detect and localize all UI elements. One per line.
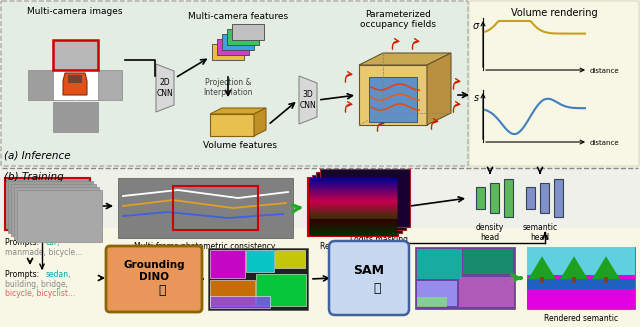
Text: Rendered depths: Rendered depths xyxy=(320,242,386,251)
Polygon shape xyxy=(156,64,174,112)
Bar xyxy=(53,70,98,100)
Bar xyxy=(210,296,270,308)
Bar xyxy=(210,114,254,136)
Text: bicycle, bicyclist...: bicycle, bicyclist... xyxy=(5,289,75,298)
Bar xyxy=(256,274,306,306)
Bar xyxy=(504,179,513,217)
Bar xyxy=(173,186,258,230)
Text: SAM: SAM xyxy=(353,264,385,277)
Bar xyxy=(320,169,410,227)
Bar xyxy=(490,183,499,213)
Polygon shape xyxy=(254,108,266,136)
Bar xyxy=(210,250,245,278)
Polygon shape xyxy=(560,256,588,279)
Polygon shape xyxy=(210,108,266,114)
Text: s: s xyxy=(474,93,479,103)
Bar xyxy=(8,181,93,233)
Text: Multi-frame photometric consistency: Multi-frame photometric consistency xyxy=(134,242,276,251)
Bar xyxy=(540,183,549,213)
Bar xyxy=(527,287,635,309)
Bar xyxy=(5,178,90,230)
Bar xyxy=(53,40,98,70)
FancyBboxPatch shape xyxy=(106,246,202,312)
Text: Volume features: Volume features xyxy=(203,141,277,150)
Bar xyxy=(526,187,535,209)
Text: semantic
head: semantic head xyxy=(522,223,557,242)
Bar xyxy=(210,280,255,306)
Text: (a) Inference: (a) Inference xyxy=(4,151,70,161)
FancyBboxPatch shape xyxy=(212,44,244,60)
Bar xyxy=(68,75,82,83)
Text: 2D
CNN: 2D CNN xyxy=(157,78,173,98)
Bar xyxy=(53,102,98,132)
Bar xyxy=(275,250,305,268)
Bar xyxy=(208,248,308,310)
Polygon shape xyxy=(63,73,87,95)
Bar xyxy=(77,70,122,100)
Text: density
head: density head xyxy=(476,223,504,242)
Bar xyxy=(369,77,417,122)
Text: Multi-camera images: Multi-camera images xyxy=(28,7,123,16)
Bar xyxy=(463,249,513,274)
Polygon shape xyxy=(299,76,317,124)
Bar xyxy=(11,184,96,236)
Bar xyxy=(604,277,608,283)
Bar xyxy=(246,250,274,272)
FancyBboxPatch shape xyxy=(217,39,249,55)
Bar xyxy=(14,187,99,239)
Text: car,: car, xyxy=(46,238,61,247)
Text: Volume rendering: Volume rendering xyxy=(511,8,597,18)
Bar xyxy=(312,175,402,233)
Text: Prompts:: Prompts: xyxy=(5,270,42,279)
Bar xyxy=(308,178,398,236)
Bar xyxy=(417,281,457,306)
Text: Multi-camera features: Multi-camera features xyxy=(188,12,288,21)
Bar xyxy=(0,228,640,327)
Text: 🔒: 🔒 xyxy=(158,284,166,298)
FancyBboxPatch shape xyxy=(1,1,468,166)
Polygon shape xyxy=(592,256,620,279)
Bar xyxy=(417,249,462,279)
Bar xyxy=(316,172,406,230)
Text: Grounding
DINO: Grounding DINO xyxy=(123,260,185,282)
Bar xyxy=(28,70,73,100)
FancyBboxPatch shape xyxy=(329,241,409,315)
Text: building, bridge,: building, bridge, xyxy=(5,280,68,289)
Text: Rendered semantic: Rendered semantic xyxy=(544,314,618,323)
Polygon shape xyxy=(359,53,451,65)
Bar xyxy=(476,187,485,209)
Bar xyxy=(527,247,635,309)
FancyBboxPatch shape xyxy=(232,24,264,40)
Text: distance: distance xyxy=(590,140,620,146)
Bar xyxy=(572,277,576,283)
Bar xyxy=(554,179,563,217)
Text: 🔒: 🔒 xyxy=(373,282,381,295)
FancyBboxPatch shape xyxy=(469,1,639,166)
Polygon shape xyxy=(528,256,556,279)
Text: sedan,: sedan, xyxy=(46,270,72,279)
Bar xyxy=(118,178,293,238)
Bar xyxy=(527,247,635,275)
Bar xyxy=(17,190,102,242)
Polygon shape xyxy=(427,53,451,125)
Bar xyxy=(540,277,544,283)
Text: (b) Training: (b) Training xyxy=(4,172,64,182)
Text: σ: σ xyxy=(473,21,479,31)
FancyBboxPatch shape xyxy=(227,29,259,45)
Bar xyxy=(417,297,447,307)
Bar xyxy=(53,40,98,70)
Text: Parameterized
occupancy fields: Parameterized occupancy fields xyxy=(360,10,436,29)
FancyBboxPatch shape xyxy=(222,34,254,50)
Text: Projection &
Interpolation: Projection & Interpolation xyxy=(204,78,253,97)
Text: manmade, bicycle...: manmade, bicycle... xyxy=(5,248,83,257)
Text: Logits masking: Logits masking xyxy=(350,235,408,244)
Bar xyxy=(415,247,515,309)
Bar xyxy=(527,279,635,289)
Text: distance: distance xyxy=(590,68,620,74)
Text: 3D
CNN: 3D CNN xyxy=(300,90,316,110)
Bar xyxy=(359,65,427,125)
Text: Prompts:: Prompts: xyxy=(5,238,42,247)
Bar xyxy=(459,277,514,307)
